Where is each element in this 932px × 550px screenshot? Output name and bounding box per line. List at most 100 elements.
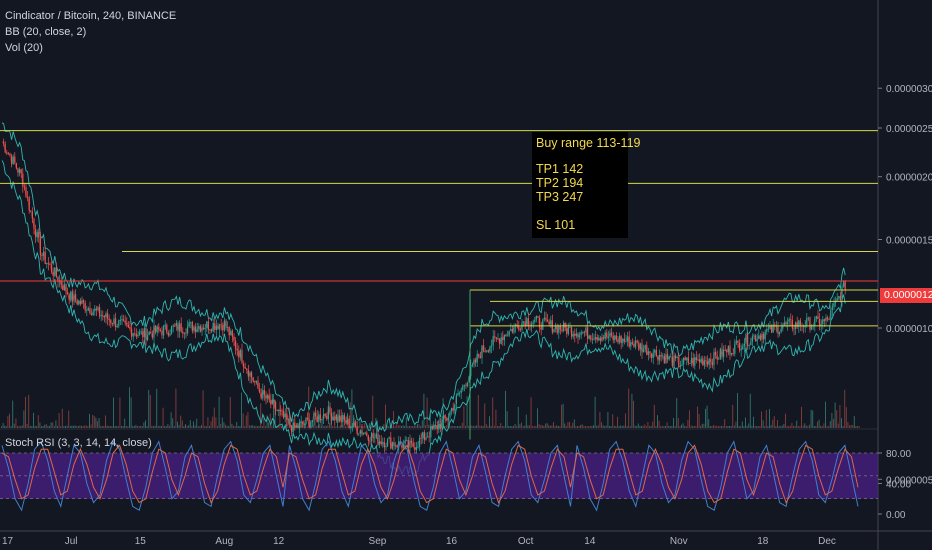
volume-bar bbox=[626, 426, 628, 428]
volume-bar bbox=[181, 420, 183, 428]
stoch-rsi-pane bbox=[0, 440, 878, 512]
candle-body bbox=[734, 343, 736, 354]
volume-bar bbox=[337, 419, 338, 428]
volume-bar bbox=[426, 397, 428, 428]
candle-body bbox=[420, 437, 422, 439]
candle-body bbox=[303, 424, 305, 426]
volume-bar bbox=[813, 425, 815, 428]
volume-bar bbox=[749, 393, 751, 428]
volume-bar bbox=[764, 425, 766, 428]
candle-body bbox=[398, 441, 400, 448]
volume-bar bbox=[401, 426, 402, 428]
candle-body bbox=[630, 342, 632, 347]
candle-body bbox=[265, 394, 267, 399]
stoch-rsi-legend[interactable]: Stoch RSI (3, 3, 14, 14, close) bbox=[5, 437, 152, 449]
candle-body bbox=[404, 440, 406, 444]
volume-bar bbox=[10, 425, 12, 428]
volume-bar bbox=[50, 422, 52, 428]
volume-bar bbox=[442, 398, 444, 428]
candle-body bbox=[356, 426, 358, 434]
candle-body bbox=[142, 331, 144, 338]
volume-bar bbox=[602, 425, 604, 428]
volume-legend[interactable]: Vol (20) bbox=[5, 42, 43, 54]
volume-bar bbox=[221, 417, 223, 428]
candle-body bbox=[806, 318, 808, 327]
symbol-legend[interactable]: Cindicator / Bitcoin, 240, BINANCE bbox=[5, 10, 177, 22]
volume-bar bbox=[41, 425, 42, 428]
volume-bar bbox=[594, 396, 596, 428]
volume-bar bbox=[316, 425, 318, 428]
volume-bar bbox=[402, 425, 404, 428]
candle-body bbox=[33, 218, 35, 230]
volume-bar bbox=[25, 396, 26, 428]
candle-body bbox=[691, 357, 693, 364]
candle-body bbox=[44, 251, 46, 264]
trade-plan-note[interactable]: Buy range 113-119 TP1 142 TP2 194 TP3 24… bbox=[532, 132, 641, 238]
volume-bar bbox=[725, 425, 727, 428]
volume-bar bbox=[681, 424, 682, 428]
volume-bar bbox=[490, 425, 492, 428]
candle-body bbox=[70, 291, 72, 301]
volume-bar bbox=[287, 415, 289, 428]
volume-bar bbox=[610, 425, 612, 428]
volume-bar bbox=[562, 403, 564, 428]
candle-body bbox=[395, 445, 397, 447]
time-tick-label: Sep bbox=[369, 536, 387, 547]
candle-body bbox=[171, 325, 173, 334]
candle-body bbox=[425, 437, 427, 440]
volume-bar bbox=[319, 424, 321, 428]
candle-body bbox=[236, 348, 238, 351]
candle-body bbox=[751, 336, 753, 342]
candle-body bbox=[620, 335, 622, 344]
candle-body bbox=[591, 338, 593, 340]
volume-bar bbox=[277, 426, 279, 428]
volume-bar bbox=[201, 425, 202, 428]
volume-bar bbox=[148, 389, 150, 428]
volume-bar bbox=[586, 425, 588, 428]
volume-bar bbox=[189, 420, 191, 428]
candle-body bbox=[17, 168, 19, 173]
volume-bar bbox=[391, 425, 393, 428]
volume-bar bbox=[300, 420, 302, 428]
volume-bar bbox=[812, 410, 814, 428]
volume-bar bbox=[109, 425, 111, 428]
volume-bar bbox=[23, 410, 25, 428]
volume-bar bbox=[17, 425, 18, 428]
volume-bar bbox=[202, 390, 204, 428]
volume-bar bbox=[820, 425, 822, 428]
volume-bar bbox=[493, 425, 495, 428]
volume-bar bbox=[650, 425, 652, 428]
volume-bar bbox=[145, 420, 146, 428]
volume-bar bbox=[676, 398, 678, 428]
volume-bar bbox=[789, 425, 791, 428]
candle-body bbox=[435, 424, 437, 426]
horizontal-levels[interactable] bbox=[0, 130, 878, 440]
volume-bar bbox=[31, 426, 33, 428]
volume-bar bbox=[311, 426, 313, 428]
candle-body bbox=[796, 322, 798, 328]
candle-body bbox=[339, 415, 341, 422]
volume-bar bbox=[810, 409, 812, 428]
volume-bar bbox=[588, 425, 590, 428]
volume-bar bbox=[233, 425, 234, 428]
volume-bar bbox=[845, 407, 847, 428]
candle-body bbox=[764, 331, 766, 340]
bollinger-legend[interactable]: BB (20, close, 2) bbox=[5, 26, 87, 38]
volume-bar bbox=[572, 422, 574, 428]
candle-body bbox=[721, 348, 723, 358]
candle-body bbox=[163, 326, 165, 336]
candle-body bbox=[19, 169, 21, 173]
volume-bar bbox=[498, 425, 500, 428]
candle-body bbox=[374, 437, 376, 439]
volume-bar bbox=[601, 422, 602, 428]
candle-body bbox=[447, 417, 449, 421]
volume-bar bbox=[825, 401, 826, 428]
candle-body bbox=[355, 421, 357, 427]
volume-bar bbox=[397, 425, 399, 428]
buy-range-text: Buy range 113-119 bbox=[536, 136, 641, 150]
candle-body bbox=[791, 319, 793, 329]
candle-body bbox=[670, 356, 672, 358]
